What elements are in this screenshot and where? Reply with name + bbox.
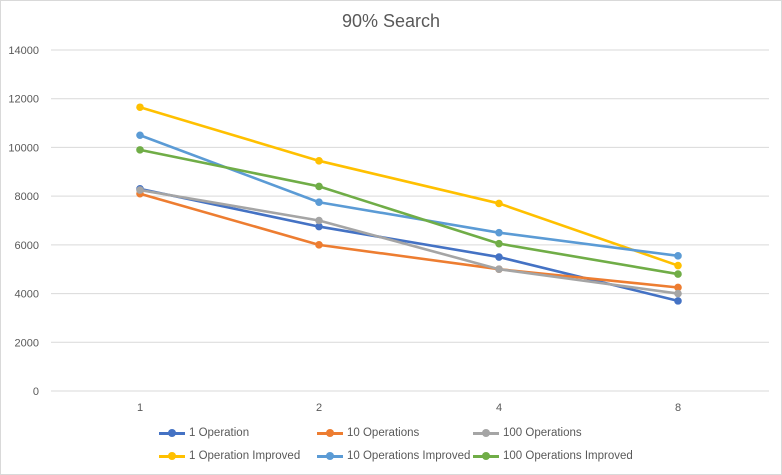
legend-swatch <box>317 429 343 437</box>
series-line <box>138 188 680 295</box>
data-point <box>136 131 144 140</box>
x-tick-label: 8 <box>675 402 681 414</box>
legend-item-10-operations-improved: 10 Operations Improved <box>317 446 470 466</box>
legend-label: 10 Operations Improved <box>347 450 471 462</box>
data-point <box>495 239 503 248</box>
data-point <box>315 198 323 207</box>
legend-swatch <box>159 429 185 437</box>
legend-item-1-operation-improved: 1 Operation Improved <box>159 446 300 466</box>
x-tick-label: 2 <box>316 402 322 414</box>
data-point <box>315 157 323 165</box>
legend-label: 1 Operation <box>189 427 250 439</box>
series-100-operations <box>136 186 682 298</box>
data-point <box>315 241 323 249</box>
x-tick-label: 1 <box>137 402 143 414</box>
y-tick-label: 0 <box>33 386 39 398</box>
legend-item-100-operations: 100 Operations <box>473 423 582 443</box>
legend-label: 100 Operations <box>503 427 582 439</box>
data-point <box>495 228 503 237</box>
legend-label: 1 Operation Improved <box>189 450 301 462</box>
series-lines <box>136 103 682 305</box>
series-1-operation-improved <box>136 103 682 270</box>
x-tick-label: 4 <box>496 402 502 414</box>
data-point <box>674 289 682 298</box>
data-point <box>674 297 682 305</box>
y-tick-label: 4000 <box>15 289 39 301</box>
legend-item-100-operations-improved: 100 Operations Improved <box>473 446 633 466</box>
data-point <box>495 199 503 208</box>
gridlines <box>51 49 769 392</box>
y-tick-label: 2000 <box>15 337 39 349</box>
y-tick-label: 8000 <box>15 191 39 203</box>
series-100-operations-improved <box>136 146 682 278</box>
data-point <box>136 146 144 154</box>
legend-item-10-operations: 10 Operations <box>317 423 419 443</box>
legend-label: 10 Operations <box>347 427 420 439</box>
data-point <box>315 216 323 225</box>
data-point <box>136 103 144 112</box>
y-tick-label: 10000 <box>8 142 39 154</box>
data-point <box>495 265 503 274</box>
series-line <box>138 192 680 289</box>
y-axis-ticks: 0 2000 4000 6000 8000 10000 12000 14000 <box>8 45 39 398</box>
x-axis-ticks: 1 2 4 8 <box>137 402 681 414</box>
legend-swatch <box>473 452 499 460</box>
y-tick-label: 6000 <box>15 240 39 252</box>
data-point <box>315 182 323 191</box>
data-point <box>674 261 682 270</box>
series-line <box>138 105 680 267</box>
data-point <box>674 270 682 278</box>
legend-swatch <box>159 452 185 460</box>
chart-title: 90% Search <box>341 11 441 31</box>
data-point <box>674 252 682 260</box>
legend-swatch <box>473 429 499 437</box>
series-line <box>138 148 680 276</box>
series-10-operations-improved <box>136 131 682 260</box>
data-point <box>136 186 144 194</box>
y-tick-label: 12000 <box>8 94 39 106</box>
legend-swatch <box>317 452 343 460</box>
y-tick-label: 14000 <box>8 45 39 57</box>
data-point <box>495 253 503 261</box>
legend-label: 100 Operations Improved <box>503 450 633 462</box>
legend-item-1-operation: 1 Operation <box>159 423 249 443</box>
